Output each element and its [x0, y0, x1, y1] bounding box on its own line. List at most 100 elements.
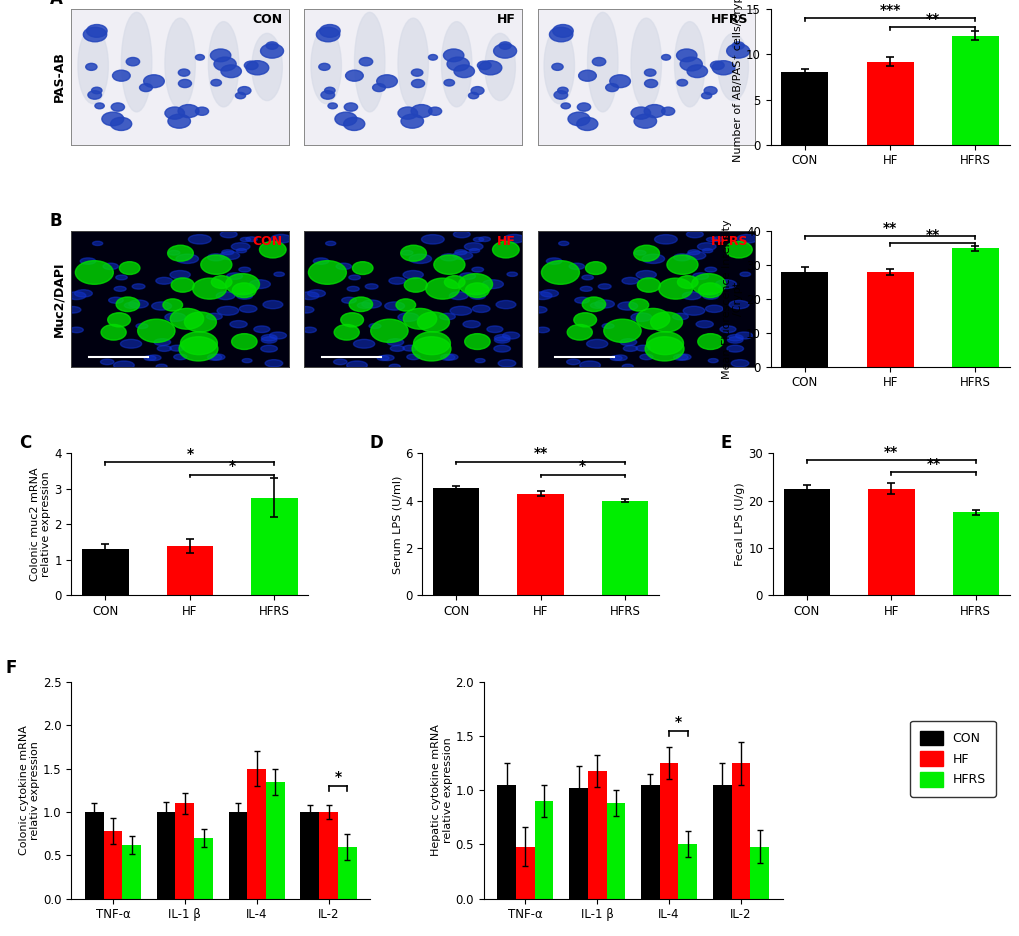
Ellipse shape	[176, 254, 199, 263]
Ellipse shape	[484, 34, 515, 100]
Circle shape	[92, 87, 102, 94]
Ellipse shape	[636, 271, 655, 279]
Ellipse shape	[472, 305, 489, 313]
Ellipse shape	[439, 314, 454, 320]
Circle shape	[443, 49, 464, 62]
Circle shape	[334, 325, 359, 340]
Ellipse shape	[574, 298, 589, 303]
Circle shape	[661, 54, 669, 60]
Bar	[157, 812, 175, 899]
Ellipse shape	[303, 327, 316, 332]
Ellipse shape	[121, 12, 152, 112]
Ellipse shape	[729, 300, 748, 309]
Circle shape	[395, 299, 415, 311]
Circle shape	[703, 87, 716, 95]
Circle shape	[86, 64, 97, 70]
Circle shape	[232, 283, 256, 298]
Circle shape	[552, 24, 573, 37]
Y-axis label: Muc2/DAPI: Muc2/DAPI	[53, 261, 66, 337]
Ellipse shape	[389, 364, 399, 369]
Circle shape	[605, 83, 618, 92]
Ellipse shape	[325, 241, 335, 245]
Bar	[781, 272, 827, 367]
Ellipse shape	[460, 272, 475, 280]
Ellipse shape	[452, 252, 472, 259]
Ellipse shape	[673, 254, 690, 261]
Ellipse shape	[494, 334, 510, 341]
Circle shape	[316, 27, 339, 42]
Circle shape	[237, 87, 251, 95]
Ellipse shape	[470, 293, 485, 300]
Circle shape	[196, 54, 204, 60]
Circle shape	[644, 337, 684, 361]
Ellipse shape	[390, 345, 404, 351]
Circle shape	[560, 103, 570, 109]
Ellipse shape	[642, 254, 664, 263]
Circle shape	[400, 245, 426, 261]
Bar	[587, 770, 606, 899]
Ellipse shape	[300, 292, 319, 300]
Ellipse shape	[206, 314, 222, 320]
Ellipse shape	[469, 249, 479, 253]
Ellipse shape	[77, 27, 108, 104]
Circle shape	[178, 80, 192, 88]
Circle shape	[498, 42, 511, 50]
Circle shape	[246, 61, 269, 75]
Circle shape	[376, 75, 397, 88]
Ellipse shape	[380, 355, 393, 360]
Ellipse shape	[308, 290, 325, 297]
Text: HF: HF	[496, 235, 515, 248]
Circle shape	[101, 325, 126, 340]
Text: CON: CON	[252, 13, 282, 26]
Ellipse shape	[714, 280, 736, 288]
Bar	[432, 488, 479, 595]
Ellipse shape	[543, 27, 574, 104]
Ellipse shape	[636, 345, 650, 351]
Circle shape	[324, 87, 334, 94]
Circle shape	[576, 117, 597, 130]
Ellipse shape	[397, 18, 428, 109]
Circle shape	[343, 117, 365, 130]
Circle shape	[321, 91, 334, 99]
Bar	[251, 498, 298, 595]
Bar	[337, 846, 357, 899]
Bar	[867, 489, 914, 595]
Bar	[678, 844, 696, 899]
Ellipse shape	[717, 34, 748, 100]
Ellipse shape	[168, 250, 179, 256]
Ellipse shape	[719, 326, 736, 332]
Circle shape	[167, 245, 194, 261]
Ellipse shape	[634, 250, 645, 256]
Circle shape	[102, 112, 123, 125]
Circle shape	[557, 87, 568, 94]
Ellipse shape	[128, 300, 148, 308]
Circle shape	[319, 64, 330, 70]
Ellipse shape	[148, 355, 161, 360]
Circle shape	[178, 105, 199, 118]
Ellipse shape	[269, 332, 286, 339]
Ellipse shape	[357, 302, 371, 308]
Circle shape	[541, 260, 579, 285]
Ellipse shape	[702, 293, 718, 300]
Ellipse shape	[70, 327, 84, 332]
Ellipse shape	[165, 18, 196, 109]
Ellipse shape	[217, 306, 238, 315]
Circle shape	[201, 255, 231, 274]
Ellipse shape	[736, 234, 757, 243]
Ellipse shape	[676, 354, 690, 360]
Ellipse shape	[540, 290, 558, 297]
Circle shape	[644, 80, 657, 88]
Circle shape	[577, 103, 590, 111]
Ellipse shape	[348, 275, 360, 280]
Circle shape	[492, 241, 519, 258]
Circle shape	[479, 61, 501, 75]
Ellipse shape	[622, 277, 638, 285]
Ellipse shape	[587, 12, 618, 112]
Circle shape	[609, 75, 630, 88]
Ellipse shape	[567, 359, 580, 365]
Ellipse shape	[346, 361, 367, 370]
Bar	[952, 513, 998, 595]
Ellipse shape	[421, 235, 443, 244]
Circle shape	[345, 70, 363, 81]
Text: *: *	[579, 460, 586, 474]
